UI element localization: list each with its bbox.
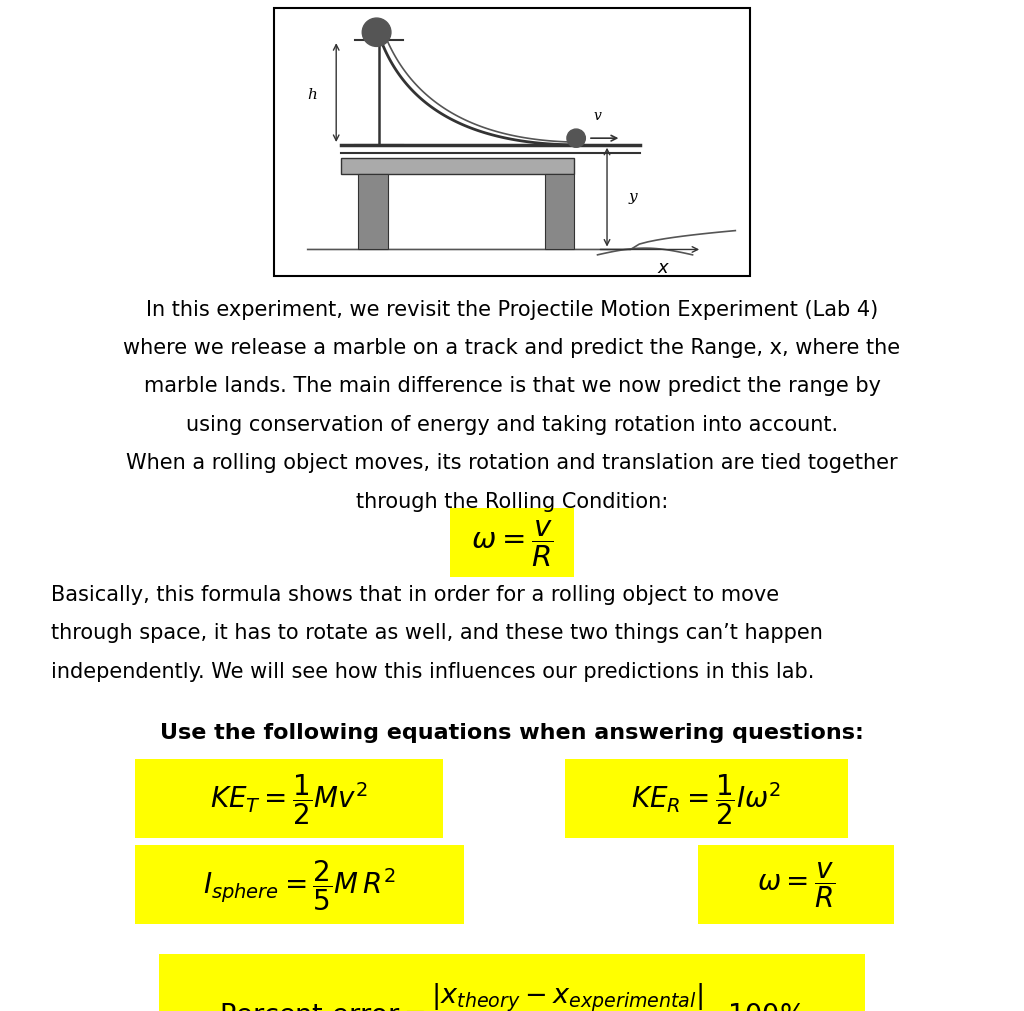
Text: $\omega = \dfrac{v}{R}$: $\omega = \dfrac{v}{R}$ <box>757 859 836 910</box>
Text: $\omega = \dfrac{v}{R}$: $\omega = \dfrac{v}{R}$ <box>471 518 553 568</box>
Circle shape <box>567 130 586 149</box>
Text: through space, it has to rotate as well, and these two things can’t happen: through space, it has to rotate as well,… <box>51 623 823 643</box>
FancyBboxPatch shape <box>135 759 443 838</box>
Text: $I_{sphere} = \dfrac{2}{5}M\,R^2$: $I_{sphere} = \dfrac{2}{5}M\,R^2$ <box>203 857 396 912</box>
Bar <box>341 159 573 175</box>
FancyBboxPatch shape <box>159 954 865 1011</box>
Text: $KE_R = \dfrac{1}{2}I\omega^2$: $KE_R = \dfrac{1}{2}I\omega^2$ <box>632 771 781 826</box>
Text: where we release a marble on a track and predict the Range, x, where the: where we release a marble on a track and… <box>124 338 900 358</box>
Text: $x$: $x$ <box>657 259 671 277</box>
FancyBboxPatch shape <box>565 759 848 838</box>
Circle shape <box>362 19 391 48</box>
Text: y: y <box>629 190 638 203</box>
Bar <box>545 175 573 251</box>
FancyBboxPatch shape <box>698 845 894 924</box>
Bar <box>357 175 388 251</box>
Text: v: v <box>594 109 601 123</box>
Text: $\mathrm{Percent\ error} = \dfrac{|x_{theory} - x_{experimental}|}{x_{theory}} \: $\mathrm{Percent\ error} = \dfrac{|x_{th… <box>219 981 805 1011</box>
Text: using conservation of energy and taking rotation into account.: using conservation of energy and taking … <box>186 415 838 435</box>
FancyBboxPatch shape <box>451 509 573 577</box>
Text: In this experiment, we revisit the Projectile Motion Experiment (Lab 4): In this experiment, we revisit the Proje… <box>145 299 879 319</box>
Text: independently. We will see how this influences our predictions in this lab.: independently. We will see how this infl… <box>51 661 814 681</box>
FancyBboxPatch shape <box>135 845 464 924</box>
Bar <box>274 9 750 277</box>
Text: $KE_T = \dfrac{1}{2}Mv^2$: $KE_T = \dfrac{1}{2}Mv^2$ <box>211 771 368 826</box>
Text: When a rolling object moves, its rotation and translation are tied together: When a rolling object moves, its rotatio… <box>126 453 898 473</box>
Text: marble lands. The main difference is that we now predict the range by: marble lands. The main difference is tha… <box>143 376 881 396</box>
Text: through the Rolling Condition:: through the Rolling Condition: <box>356 491 668 512</box>
Text: h: h <box>307 88 317 102</box>
Text: Basically, this formula shows that in order for a rolling object to move: Basically, this formula shows that in or… <box>51 584 779 605</box>
Text: Use the following equations when answering questions:: Use the following equations when answeri… <box>160 722 864 742</box>
